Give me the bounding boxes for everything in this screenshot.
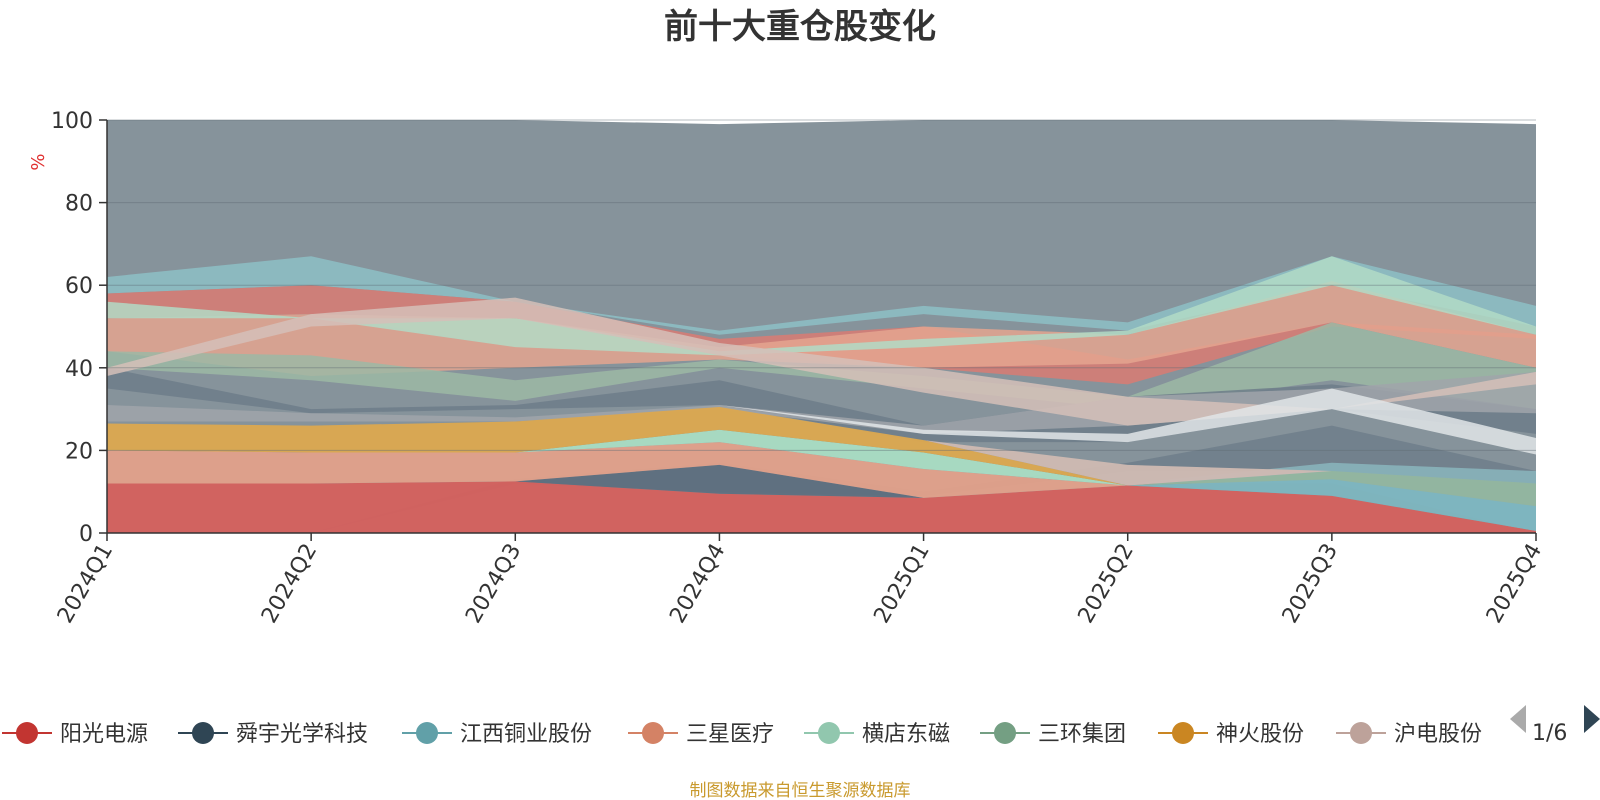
legend-label: 舜宇光学科技 <box>236 722 368 747</box>
series-area <box>107 442 1536 507</box>
chart-title: 前十大重仓股变化 <box>664 7 936 47</box>
y-tick-label: 60 <box>65 274 93 299</box>
y-tick-label: 0 <box>79 522 93 547</box>
legend-item[interactable]: 神火股份 <box>1158 722 1304 747</box>
legend-pager: 1/6 <box>1510 705 1600 746</box>
legend-item[interactable]: 横店东磁 <box>804 722 950 747</box>
legend-label: 江西铜业股份 <box>460 722 592 747</box>
legend-marker <box>16 722 38 744</box>
legend-marker <box>192 722 214 744</box>
x-tick-label: 2025Q2 <box>1074 540 1139 628</box>
background-band <box>107 256 1536 356</box>
series-area <box>107 481 1536 533</box>
legend-label: 三星医疗 <box>686 722 774 747</box>
background-band <box>107 281 1536 377</box>
source-note: 制图数据来自恒生聚源数据库 <box>690 781 911 800</box>
legend-item[interactable]: 江西铜业股份 <box>402 722 592 747</box>
legend-next-icon[interactable] <box>1584 705 1600 733</box>
legend-item[interactable]: 三星医疗 <box>628 722 774 747</box>
legend-page-indicator: 1/6 <box>1532 721 1567 746</box>
legend-marker <box>994 722 1016 744</box>
series-area <box>107 429 1536 507</box>
legend-marker <box>1350 722 1372 744</box>
y-tick-label: 40 <box>65 357 93 382</box>
gridlines <box>107 119 1536 451</box>
legend-item[interactable]: 舜宇光学科技 <box>178 722 368 747</box>
x-tick-label: 2024Q2 <box>257 540 322 628</box>
legend-item[interactable]: 三环集团 <box>980 722 1126 747</box>
legend[interactable]: 阳光电源 舜宇光学科技 江西铜业股份 三星医疗 横店东磁 三环集团 神火股份 沪电股份 <box>2 722 1482 747</box>
legend-marker <box>818 722 840 744</box>
legend-item[interactable]: 阳光电源 <box>2 722 148 747</box>
y-tick-label: 100 <box>51 109 93 134</box>
background-band <box>107 322 1536 410</box>
legend-marker <box>416 722 438 744</box>
legend-prev-icon[interactable] <box>1510 705 1526 733</box>
x-tick-label: 2024Q4 <box>665 540 730 628</box>
series-area <box>107 407 1536 486</box>
y-tick-label: 80 <box>65 192 93 217</box>
legend-item[interactable]: 沪电股份 <box>1336 722 1482 747</box>
legend-marker <box>1172 722 1194 744</box>
x-tick-label: 2024Q3 <box>461 540 526 628</box>
background-band <box>107 297 1536 426</box>
background-band <box>107 388 1536 455</box>
legend-marker <box>642 722 664 744</box>
y-axis-label: % <box>28 153 49 170</box>
x-tick-label: 2025Q3 <box>1278 540 1343 628</box>
x-tick-label: 2025Q1 <box>869 540 934 628</box>
series-areas <box>107 407 1536 533</box>
legend-label: 阳光电源 <box>60 722 148 747</box>
legend-label: 三环集团 <box>1038 722 1126 747</box>
legend-label: 沪电股份 <box>1394 722 1482 747</box>
x-tick-label: 2024Q1 <box>53 540 118 628</box>
x-tick-label: 2025Q4 <box>1482 540 1547 628</box>
legend-label: 横店东磁 <box>862 722 950 747</box>
legend-label: 神火股份 <box>1216 722 1304 747</box>
y-tick-label: 20 <box>65 439 93 464</box>
